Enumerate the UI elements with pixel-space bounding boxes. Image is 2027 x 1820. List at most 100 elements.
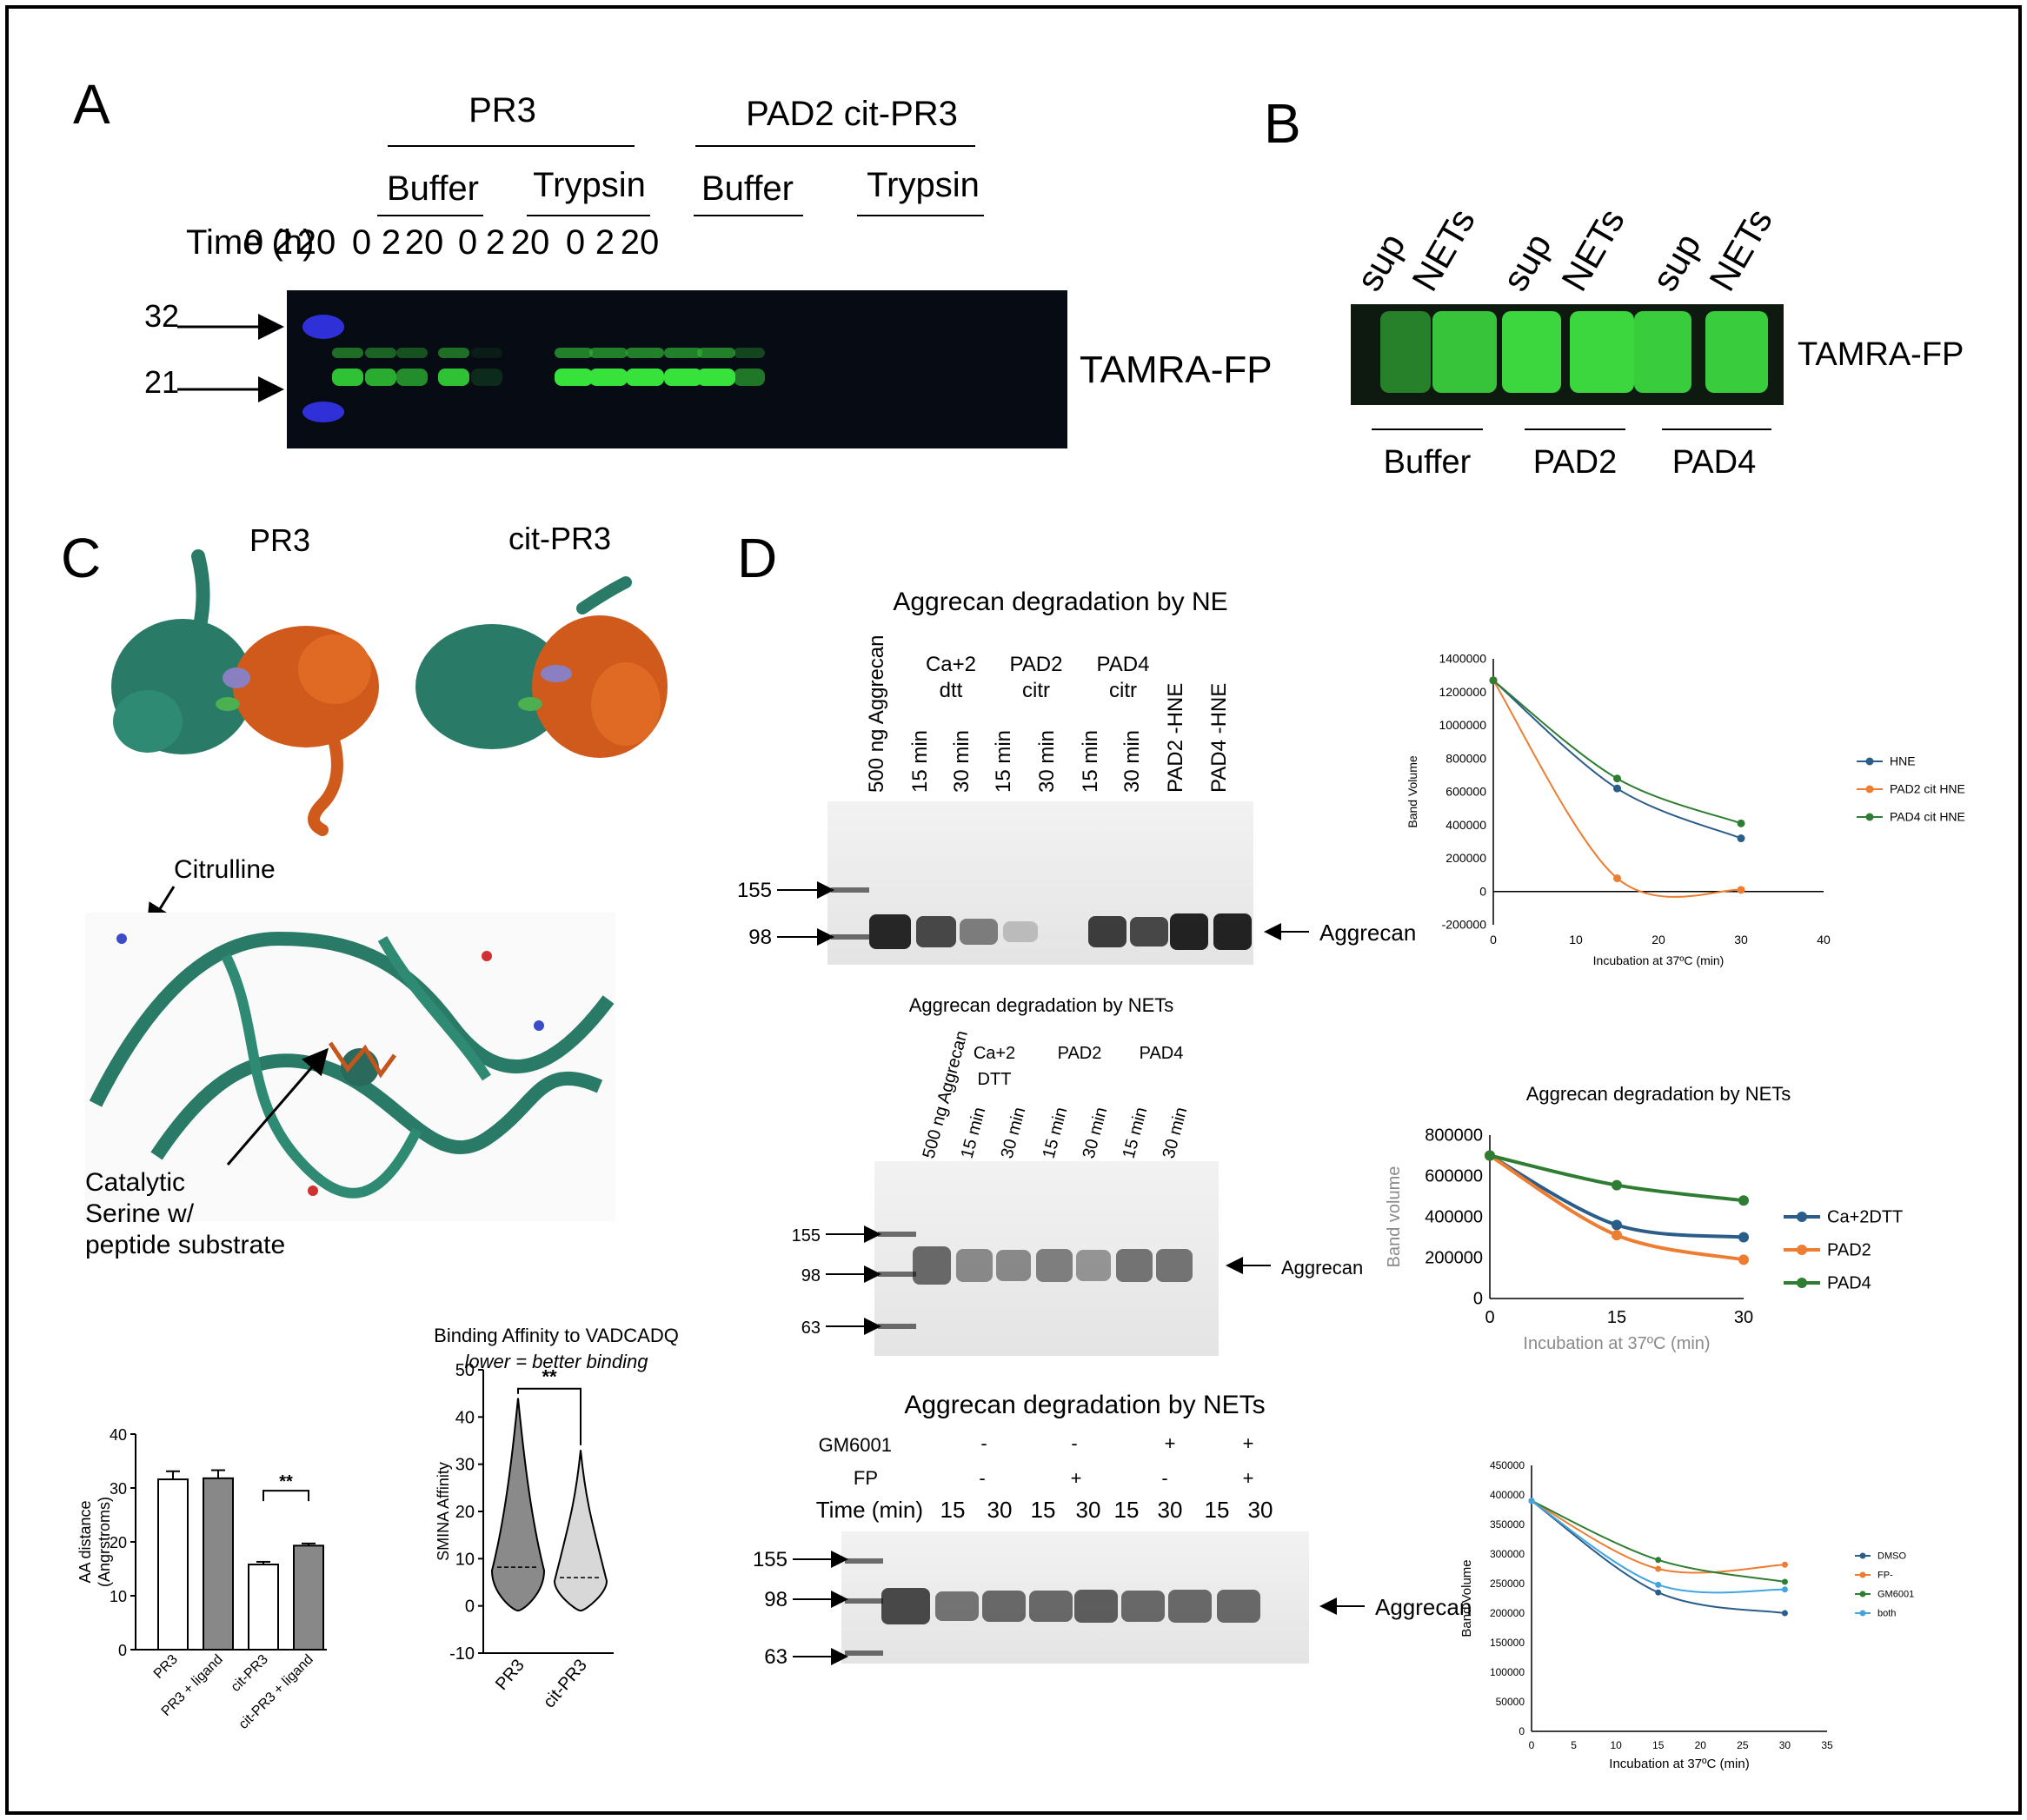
band-upper-lane-2 [396, 348, 428, 358]
time-tick-1: 2 [274, 223, 293, 262]
line-chart-gm6001: 0 50000 100000 150000 200000 250000 300000 3500… [1459, 1459, 1914, 1771]
band-upper-lane-11 [734, 348, 765, 358]
d-chart1-y-tick-5: 800000 [1445, 751, 1486, 765]
band-main-lane-8 [626, 369, 664, 386]
violin-cit-pr3 [553, 1450, 608, 1612]
gel3-time-4: 15 [1114, 1497, 1140, 1523]
gel3-row2-2: - [1161, 1467, 1167, 1489]
d-gel1-band-0 [869, 914, 911, 949]
d-chart1-point-2-0 [1489, 676, 1498, 685]
d-chart1-y-tick-2: 200000 [1445, 851, 1486, 865]
d-chart3-legend-marker-0 [1859, 1552, 1866, 1559]
lane-label-nets-3: NETs [1553, 202, 1632, 297]
gel1-group-0-0: Ca+2 [926, 653, 976, 676]
gel1-group-2-0: PAD4 [1097, 653, 1150, 676]
d-chart1-series-1 [1492, 680, 1742, 898]
d-chart3-x-tick-2: 10 [1610, 1739, 1622, 1751]
catalytic-label-1: Catalytic [85, 1168, 185, 1197]
time-tick-5: 20 [405, 223, 444, 262]
d-chart3-y-tick-8: 400000 [1490, 1489, 1525, 1501]
d-chart3-y-tick-7: 350000 [1490, 1518, 1525, 1531]
gel2-group-0-1: DTT [978, 1070, 1012, 1089]
d-gel2-band-4 [1076, 1250, 1111, 1281]
lane-label-nets-5: NETs [1701, 202, 1780, 297]
band-upper-lane-7 [589, 348, 628, 358]
time-tick-6: 0 [458, 223, 477, 262]
d-gel2-marker-63: 63 [801, 1319, 821, 1338]
time-tick-9: 0 [566, 223, 585, 262]
gel3-time-2: 15 [1031, 1497, 1056, 1523]
gel1-lane-3: 15 min [992, 730, 1015, 793]
gel1-group-1-0: PAD2 [1010, 653, 1063, 676]
time-tick-2: 20 [297, 223, 336, 262]
d-gel2-marker-98: 98 [801, 1266, 821, 1285]
d-gel2-band-5 [1116, 1249, 1153, 1282]
violin-y-tick-label-4: 30 [455, 1456, 475, 1475]
d-chart1-x-tick-1: 10 [1569, 933, 1583, 947]
time-tick-4: 2 [382, 223, 401, 262]
violin-subtitle: lower = better binding [465, 1351, 649, 1372]
d-chart3-x-tick-7: 35 [1821, 1739, 1833, 1751]
band-upper-lane-9 [664, 348, 702, 358]
d-gel2-band-3 [1036, 1249, 1073, 1282]
band-b-2 [1502, 311, 1561, 393]
d-gel2-ladder-2 [878, 1324, 916, 1329]
d-gel3-aggrecan-label: Aggrecan [1375, 1594, 1472, 1620]
gel1: 155 98 Aggrecan 500 ng Aggrecan 15 min 30 min… [737, 635, 1416, 965]
bar-1 [203, 1477, 234, 1651]
d-chart3-x-label: Incubation at 37ºC (min) [1609, 1757, 1749, 1771]
time-tick-3: 0 [352, 223, 371, 262]
d-chart1-x-label: Incubation at 37ºC (min) [1593, 953, 1725, 967]
gel2-lane-2: 30 min [998, 1106, 1030, 1161]
d-chart2-point-2-0 [1485, 1150, 1495, 1161]
time-tick-0: 0 [244, 223, 263, 262]
structure-pr3-image [111, 549, 379, 836]
probe-label-a: TAMRA-FP [1080, 349, 1273, 391]
gel3-row2-3: + [1243, 1467, 1254, 1489]
d-gel3-ladder-2 [845, 1651, 883, 1656]
gel1-group-0-1: dtt [940, 679, 963, 702]
d-gel2-aggrecan-label: Aggrecan [1281, 1257, 1363, 1279]
violin-y-tick-label-1: 0 [465, 1597, 475, 1617]
d-chart1-legend-label-0: HNE [1890, 754, 1916, 768]
d-chart1-y-tick-0: -200000 [1442, 918, 1487, 932]
lane-label-nets-1: NETs [1404, 202, 1483, 297]
d-chart1-y-tick-3: 400000 [1445, 818, 1486, 832]
structure-cit-pr3-image [415, 576, 668, 758]
time-h-label: Time (h) [186, 223, 314, 262]
d-chart2-point-1-2 [1738, 1254, 1749, 1265]
d-gel2-ladder-0 [878, 1232, 916, 1237]
violin-pr3 [490, 1398, 546, 1612]
d-chart1-point-2-2 [1737, 819, 1745, 827]
gel3-row1-2: + [1165, 1432, 1176, 1454]
d-chart3-point-3-0 [1528, 1498, 1535, 1504]
gel2-group-0-0: Ca+2 [974, 1044, 1015, 1063]
violin-sig-stars: ** [542, 1366, 557, 1388]
d-chart3-legend-marker-2 [1859, 1591, 1866, 1597]
d-chart3-point-3-1 [1655, 1581, 1662, 1588]
d-gel2-marker-155: 155 [792, 1226, 821, 1245]
d-gel1-band-8 [1213, 913, 1252, 950]
d-gel3-band-5 [1121, 1591, 1165, 1622]
bar-y-label-1: AA distance [76, 1500, 94, 1583]
d-chart1-legend-label-2: PAD4 cit HNE [1890, 810, 1965, 824]
d-gel2-band-1 [956, 1249, 993, 1282]
d-gel2-band-0 [913, 1246, 951, 1285]
gel2-title: Aggrecan degradation by NETs [909, 994, 1174, 1016]
violin-y-tick-label-0: -10 [449, 1644, 475, 1664]
time-tick-7: 2 [486, 223, 505, 262]
band-b-5 [1705, 311, 1768, 393]
d-chart1-legend-marker-1 [1865, 785, 1874, 794]
time-ticks: 0 2 20 0 2 20 0 2 20 0 2 20 [244, 223, 659, 262]
d-chart3-legend-marker-3 [1859, 1610, 1866, 1617]
d-chart3-x-tick-5: 25 [1737, 1739, 1749, 1751]
d-chart3-legend-label-2: GM6001 [1877, 1590, 1914, 1600]
bar-y-tick-label-0: 0 [118, 1642, 127, 1659]
d-gel1-marker-155: 155 [737, 879, 772, 902]
d-gel3-band-3 [1029, 1591, 1073, 1622]
panel-a-letter: A [73, 73, 110, 136]
d-chart2-y-tick-2: 400000 [1425, 1208, 1483, 1227]
